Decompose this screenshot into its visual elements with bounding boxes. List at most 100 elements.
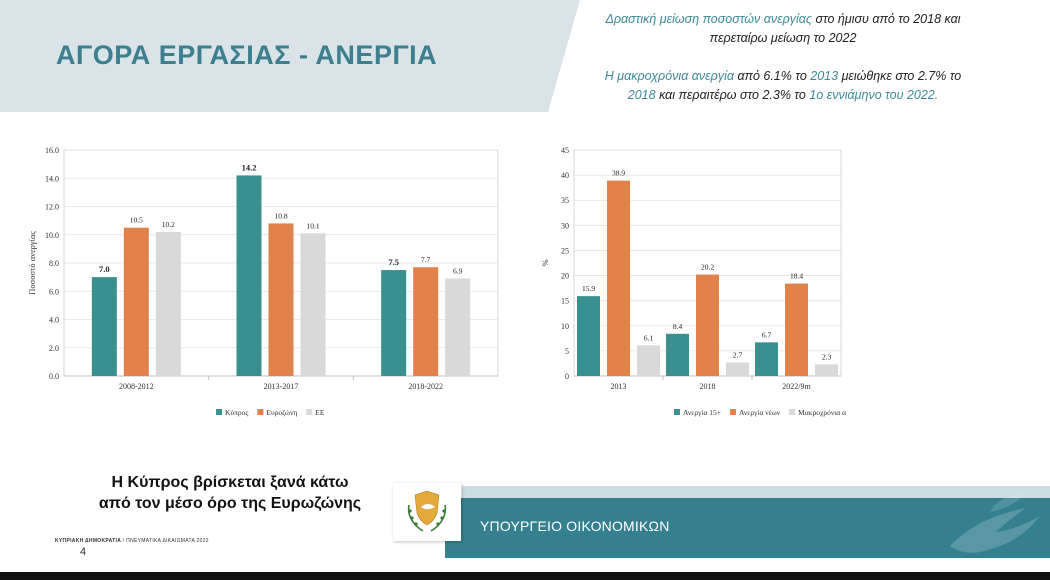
note-text: στο ήμισυ από το 2018 και περεταίρω μείω… xyxy=(709,12,961,45)
legend-swatch xyxy=(306,409,313,415)
bar xyxy=(726,362,749,376)
bar xyxy=(815,364,838,376)
data-label: 18.4 xyxy=(790,272,803,281)
footer-organisation: ΚΥΠΡΙΑΚΗ ΔΗΜΟΚΡΑΤΙΑ / ΠΝΕΥΜΑΤΙΚΑ ΔΙΚΑΙΩΜ… xyxy=(55,538,209,544)
page-number: 4 xyxy=(80,546,87,558)
legend-swatch xyxy=(216,409,222,415)
data-label: 7.0 xyxy=(99,264,110,274)
bar xyxy=(381,270,407,376)
slide-title: ΑΓΟΡΑ ΕΡΓΑΣΙΑΣ - ΑΝΕΡΓΙΑ xyxy=(56,40,438,70)
data-label: 10.5 xyxy=(130,216,143,225)
unemployment-by-type-chart: 0 5 10 15 20 25 30 35 40 45 2013 15.9 38.9 6.1 2018 8.4… xyxy=(540,146,846,417)
x-tick-label: 2018-2022 xyxy=(408,382,443,391)
emblem-box xyxy=(393,483,461,541)
bar xyxy=(696,274,719,376)
key-message-line-2: από τον μέσο όρο της Ευρωζώνης xyxy=(98,495,362,512)
y-tick-label: 0.0 xyxy=(49,372,59,381)
x-tick-label: 2022/9m xyxy=(782,382,811,391)
data-label: 7.5 xyxy=(388,257,399,267)
cyprus-emblem-icon xyxy=(407,490,447,532)
y-tick-label: 4.0 xyxy=(49,316,59,325)
unemployment-by-period-chart: 0.0 2.0 4.0 6.0 8.0 10.0 12.0 14.0 16.0 2008-2012… xyxy=(28,146,499,417)
y-tick-label: 16.0 xyxy=(45,146,59,155)
note-highlight: Δραστική μείωση ποσοστών ανεργίας xyxy=(605,12,812,26)
y-tick-label: 15 xyxy=(561,297,569,306)
y-tick-label: 6.0 xyxy=(49,287,59,296)
y-tick-label: 10 xyxy=(561,322,569,331)
data-label: 10.1 xyxy=(306,221,319,230)
y-tick-label: 0 xyxy=(565,372,569,381)
data-label: 6.7 xyxy=(762,330,772,339)
x-tick-label: 2013 xyxy=(611,382,627,391)
data-label: 2.3 xyxy=(822,352,832,361)
data-label: 6.1 xyxy=(644,333,654,342)
y-tick-label: 30 xyxy=(561,221,569,230)
footer-band xyxy=(445,498,1050,558)
x-tick-label: 2018 xyxy=(700,382,716,391)
bottom-strip xyxy=(0,572,1050,580)
bar xyxy=(413,267,439,376)
data-label: 7.7 xyxy=(421,255,431,264)
legend-entry: Ανεργία 15+ xyxy=(683,408,721,417)
key-message: Η Κύπρος βρίσκεται ξανά κάτω από τον μέσ… xyxy=(80,472,380,514)
note-highlight: 1ο εννιάμηνο του 2022. xyxy=(809,88,939,102)
legend-entry: Κύπρος xyxy=(225,408,248,417)
legend-swatch xyxy=(257,409,264,415)
legend-entry: Ανεργία νέων xyxy=(739,408,781,417)
key-message-line-1: Η Κύπρος βρίσκεται ξανά κάτω xyxy=(111,474,349,491)
y-tick-label: 10.0 xyxy=(45,231,59,240)
bar xyxy=(300,233,326,376)
bar xyxy=(445,278,471,376)
ministry-name: ΥΠΟΥΡΓΕΙΟ ΟΙΚΟΝΟΜΙΚΩΝ xyxy=(480,518,670,534)
y-tick-label: 35 xyxy=(561,196,569,205)
y-tick-label: 25 xyxy=(561,246,569,255)
bar xyxy=(666,333,689,376)
x-tick-label: 2008-2012 xyxy=(119,382,154,391)
legend-entry: ΕΕ xyxy=(315,408,325,417)
y-tick-label: 14.0 xyxy=(45,174,59,183)
note-long-term: Η μακροχρόνια ανεργία από 6.1% το 2013 μ… xyxy=(598,67,968,105)
legend-entry: Ευροζώνη xyxy=(266,408,297,417)
legend-swatch xyxy=(674,409,680,415)
y-tick-label: 45 xyxy=(561,146,569,155)
data-label: 6.9 xyxy=(453,267,463,276)
x-tick-label: 2013-2017 xyxy=(264,382,299,391)
note-text: και περαιτέρω στο 2.3% το xyxy=(655,88,810,102)
data-label: 38.9 xyxy=(612,169,625,178)
title-panel xyxy=(0,0,580,112)
data-label: 2.7 xyxy=(733,350,743,359)
footer-org-bold: ΚΥΠΡΙΑΚΗ ΔΗΜΟΚΡΑΤΙΑ xyxy=(55,538,122,544)
footer-band-accent xyxy=(462,486,1050,498)
data-label: 10.2 xyxy=(162,220,175,229)
legend-swatch xyxy=(730,409,737,415)
bar xyxy=(755,342,778,376)
note-halving: Δραστική μείωση ποσοστών ανεργίας στο ήμ… xyxy=(598,10,968,48)
data-label: 15.9 xyxy=(582,284,595,293)
y-axis-label: % xyxy=(540,259,550,266)
data-label: 8.4 xyxy=(673,322,683,331)
legend-swatch xyxy=(789,409,796,415)
bar xyxy=(123,227,149,376)
bar xyxy=(236,175,262,376)
bar xyxy=(607,180,630,376)
note-highlight: 2018 xyxy=(627,88,656,102)
bar xyxy=(268,223,294,376)
data-label: 14.2 xyxy=(242,162,257,172)
legend-entry: Μακροχρόνια ανεργία xyxy=(798,408,846,417)
bar xyxy=(785,283,808,376)
y-tick-label: 20 xyxy=(561,272,569,281)
note-text: από 6.1% το xyxy=(733,69,811,83)
y-tick-label: 2.0 xyxy=(49,344,59,353)
y-tick-label: 5 xyxy=(565,347,569,356)
y-axis-label: Ποσοστό ανεργίας xyxy=(28,231,37,295)
bar xyxy=(91,277,117,376)
data-label: 10.8 xyxy=(274,211,287,220)
note-highlight: 2013 xyxy=(810,69,839,83)
dove-watermark-icon xyxy=(950,492,1040,553)
bar xyxy=(577,296,600,376)
note-highlight: Η μακροχρόνια ανεργία xyxy=(604,69,734,83)
bar xyxy=(155,231,181,376)
footer-org-rest: / ΠΝΕΥΜΑΤΙΚΑ ΔΙΚΑΙΩΜΑΤΑ 2022 xyxy=(121,538,209,544)
bar xyxy=(637,345,660,376)
